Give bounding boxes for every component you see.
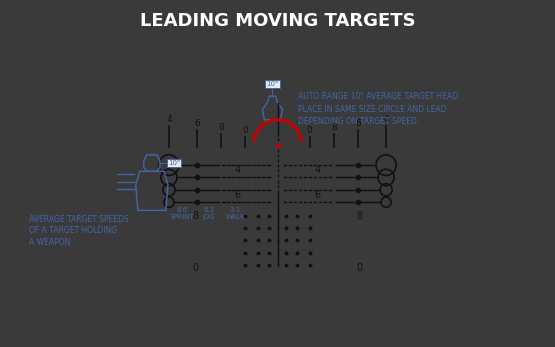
Text: 0: 0 bbox=[243, 126, 248, 135]
Text: 10": 10" bbox=[266, 81, 279, 87]
Text: 8: 8 bbox=[357, 211, 363, 221]
Text: 0: 0 bbox=[192, 263, 198, 273]
Text: 4: 4 bbox=[166, 115, 171, 124]
Text: 6: 6 bbox=[194, 119, 200, 128]
Text: 8.6
SPRINT: 8.6 SPRINT bbox=[170, 207, 194, 220]
Text: 0: 0 bbox=[357, 263, 363, 273]
Text: 6.1
JOG: 6.1 JOG bbox=[203, 207, 215, 220]
Text: AVERAGE TARGET SPEEDS
OF A TARGET HOLDING
A WEAPON: AVERAGE TARGET SPEEDS OF A TARGET HOLDIN… bbox=[29, 214, 129, 247]
Text: LEADING MOVING TARGETS: LEADING MOVING TARGETS bbox=[140, 12, 415, 30]
Text: 6: 6 bbox=[355, 119, 361, 128]
Text: 3.1
WALK: 3.1 WALK bbox=[225, 207, 245, 220]
Text: 10": 10" bbox=[168, 160, 180, 166]
Text: 4: 4 bbox=[315, 166, 321, 176]
Text: 8: 8 bbox=[192, 211, 198, 221]
Text: 6: 6 bbox=[234, 190, 240, 200]
Text: 0: 0 bbox=[307, 126, 312, 135]
Text: 4: 4 bbox=[384, 115, 389, 124]
Text: AUTO RANGE 10" AVERAGE TARGET HEAD.
PLACE IN SAME SIZE CIRCLE AND LEAD
DEPENDING: AUTO RANGE 10" AVERAGE TARGET HEAD. PLAC… bbox=[297, 92, 460, 126]
Text: 8: 8 bbox=[218, 123, 224, 132]
Text: 8: 8 bbox=[331, 123, 337, 132]
Text: 4: 4 bbox=[234, 166, 240, 176]
Text: 6: 6 bbox=[315, 190, 321, 200]
